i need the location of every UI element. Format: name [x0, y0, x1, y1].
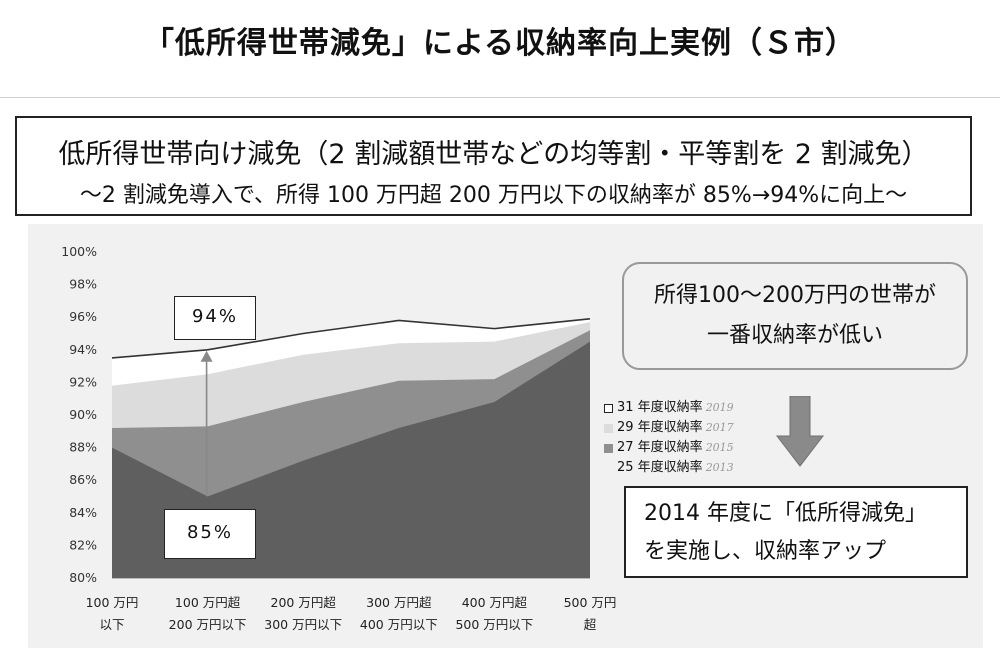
legend-swatch [604, 423, 613, 433]
note-line-1: 所得100～200万円の世帯が [654, 283, 936, 308]
y-tick-label: 90% [69, 407, 97, 422]
subheadline-text: ～2 割減免導入で、所得 100 万円超 200 万円以下の収納率が 85%→9… [79, 183, 908, 208]
x-tick-label: 200 万円超 300 万円以下 [264, 595, 342, 632]
legend-swatch [604, 403, 613, 413]
legend-swatch [604, 464, 613, 473]
headline-text: 低所得世帯向け減免（2 割減額世帯などの均等割・平等割を 2 割減免） [58, 139, 929, 170]
legend-swatch [604, 443, 613, 453]
x-tick-label: 100 万円以下 [86, 595, 139, 632]
legend-label: 29 年度収納率 [617, 420, 703, 435]
legend-year-note: 2015 [705, 441, 734, 454]
result-box: 2014 年度に「低所得減免」 を実施し、収納率アップ [624, 486, 968, 578]
x-tick-label: 500 万円超 [564, 595, 617, 632]
y-tick-label: 96% [69, 309, 97, 324]
y-tick-label: 94% [69, 342, 97, 357]
improvement-arrow-head [200, 350, 213, 362]
y-tick-label: 80% [69, 570, 97, 585]
series-outline-top [111, 318, 591, 359]
legend-label: 25 年度収納率 [617, 460, 703, 475]
x-tick-label: 300 万円超 400 万円以下 [360, 595, 438, 632]
legend-year-note: 2013 [705, 461, 734, 474]
y-tick-label: 100% [61, 244, 97, 259]
x-tick-label: 400 万円超 500 万円以下 [455, 595, 533, 632]
y-tick-label: 84% [69, 505, 97, 520]
y-tick-label: 82% [69, 537, 97, 552]
legend-year-note: 2019 [705, 401, 734, 414]
result-line-1: 2014 年度に「低所得減免」 [644, 501, 927, 526]
callout-85: 85% [164, 509, 256, 559]
x-tick-label: 100 万円超 200 万円以下 [169, 595, 247, 632]
note-line-2: 一番収納率が低い [706, 323, 883, 348]
legend-label: 31 年度収納率 [617, 400, 703, 415]
legend-item: 31 年度収納率 2019 [604, 398, 734, 418]
y-tick-label: 92% [69, 374, 97, 389]
note-box: 所得100～200万円の世帯が 一番収納率が低い [622, 262, 968, 370]
legend-label: 27 年度収納率 [617, 440, 703, 455]
title-divider [0, 97, 1000, 98]
page-title: 「低所得世帯減免」による収納率向上実例（Ｓ市） [143, 26, 857, 61]
legend-item: 27 年度収納率 2015 [604, 438, 734, 458]
headline-box: 低所得世帯向け減免（2 割減額世帯などの均等割・平等割を 2 割減免） ～2 割… [15, 116, 972, 216]
y-tick-label: 88% [69, 440, 97, 455]
result-line-2: を実施し、収納率アップ [644, 539, 887, 564]
down-arrow-icon [775, 396, 825, 467]
legend-item: 29 年度収納率 2017 [604, 418, 734, 438]
callout-94: 94% [174, 296, 256, 340]
legend-year-note: 2017 [705, 421, 734, 434]
y-tick-label: 98% [69, 277, 97, 292]
y-tick-label: 86% [69, 472, 97, 487]
chart-legend: 31 年度収納率 2019 29 年度収納率 2017 27 年度収納率 2015 25 年… [604, 398, 734, 478]
legend-item: 25 年度収納率 2013 [604, 458, 734, 478]
